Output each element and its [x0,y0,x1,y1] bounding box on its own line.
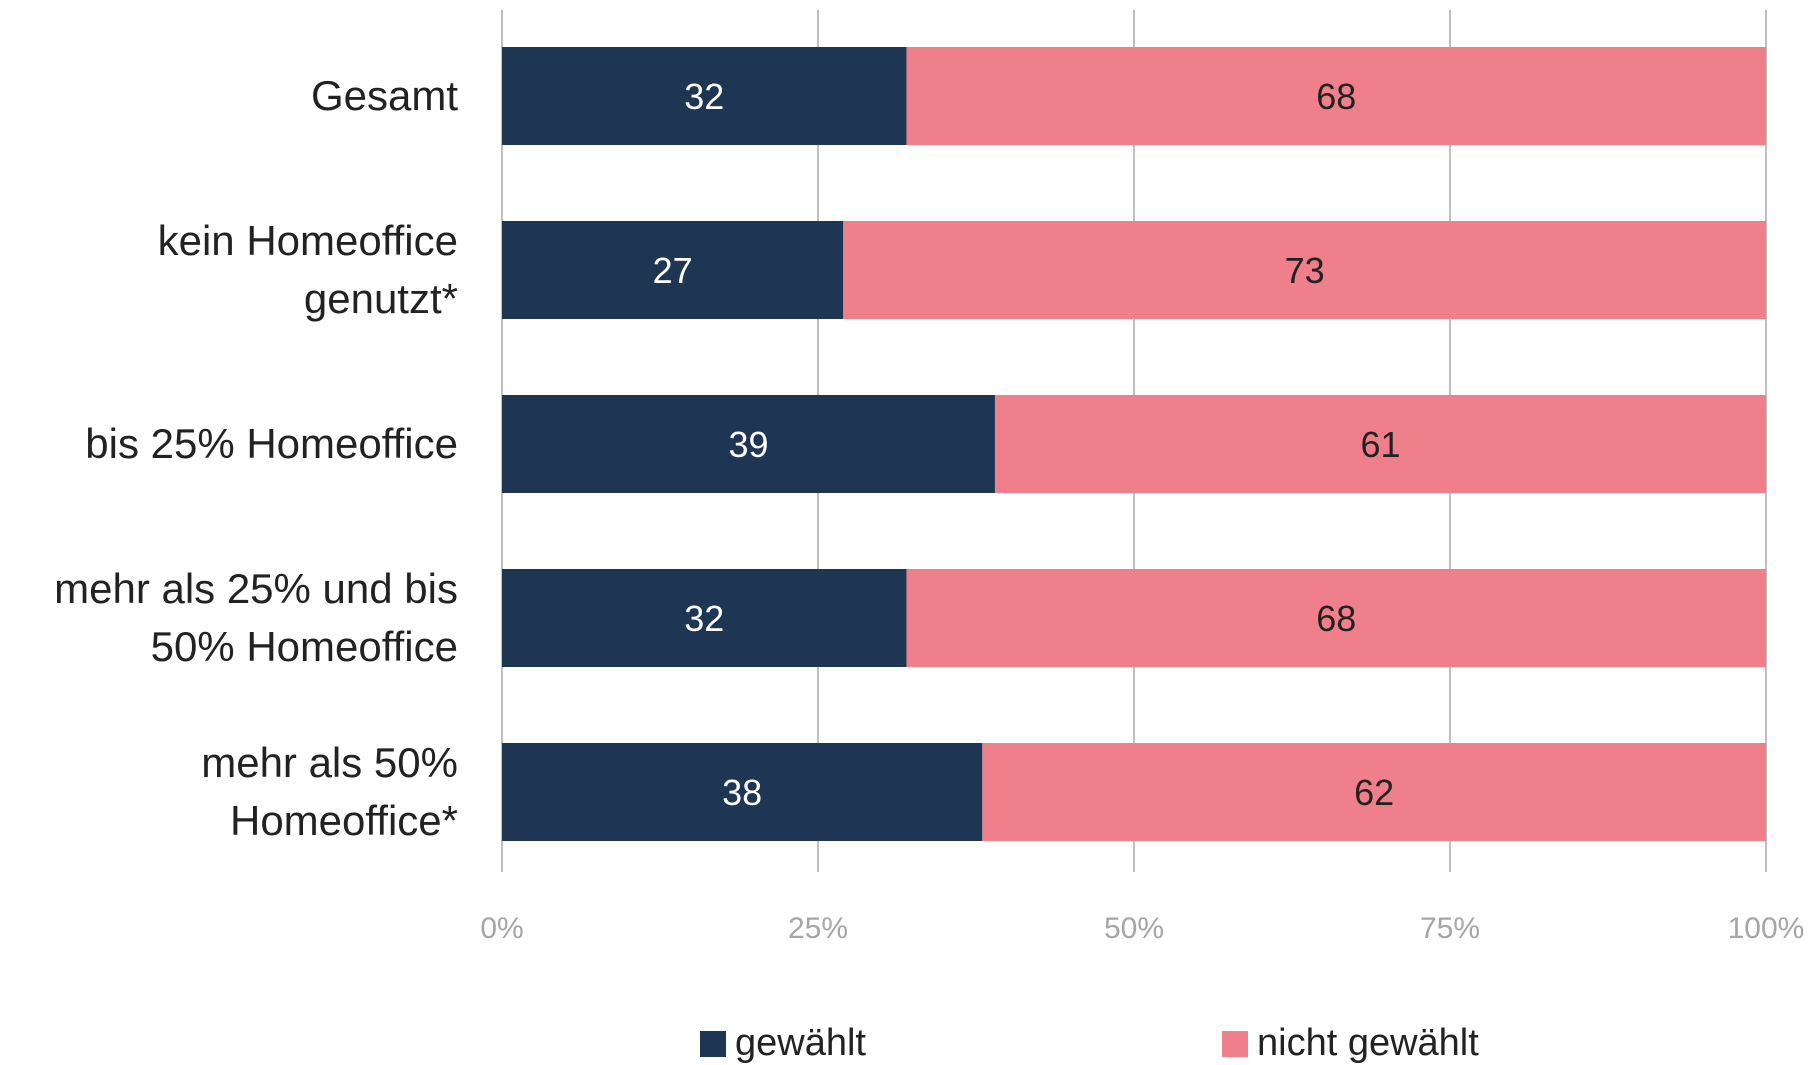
bar-value-label: 32 [684,76,724,117]
category-label: bis 25% Homeoffice [85,420,458,467]
bar-value-label: 27 [653,250,693,291]
bar-segment [502,395,995,493]
category-label-line: bis 25% Homeoffice [85,420,458,467]
category-label-line: Homeoffice* [230,797,458,844]
bar-segment [502,743,983,841]
legend-swatch-nicht-gewaehlt [1222,1030,1248,1057]
bar-segment [843,221,1766,319]
bar-segment [502,221,844,319]
x-tick-label: 50% [1104,912,1164,945]
category-label: kein Homeoffice genutzt* [158,217,458,322]
bar-segment [906,47,1766,145]
bar-segment [502,569,907,667]
bar-value-label: 32 [684,598,724,639]
bar-value-label: 61 [1360,424,1400,465]
x-tick-labels: 0% 25% 50% 75% 100% [480,912,1804,945]
bar-segment [502,47,907,145]
bar-value-label: 68 [1316,598,1356,639]
category-label: mehr als 25% und bis 50% Homeoffice [54,565,458,670]
bar-segment [982,743,1766,841]
x-tick-label: 0% [480,912,523,945]
bar-segment [906,569,1766,667]
legend-label-gewaehlt: gewählt [735,1022,866,1064]
category-label-line: Gesamt [311,72,458,119]
legend-label-nicht-gewaehlt: nicht gewählt [1257,1022,1479,1064]
category-label: mehr als 50% Homeoffice* [201,739,458,844]
x-tick-label: 25% [788,912,848,945]
legend-item-nicht-gewaehlt: nicht gewählt [1222,1022,1479,1065]
category-label: Gesamt [311,72,458,119]
x-tick-label: 75% [1420,912,1480,945]
category-label-line: genutzt* [304,275,458,322]
bars [502,47,1766,841]
bar-value-label: 73 [1285,250,1325,291]
legend-item-gewaehlt: gewählt [700,1022,866,1065]
category-labels: Gesamt kein Homeoffice genutzt* bis 25% Hom… [54,72,458,844]
bar-value-labels: 32 68 27 73 39 61 32 68 38 62 [653,76,1401,813]
category-label-line: mehr als 25% und bis [54,565,458,612]
legend-swatch-gewaehlt [700,1030,726,1057]
bar-value-label: 39 [728,424,768,465]
x-tick-label: 100% [1728,912,1805,945]
bar-value-label: 68 [1316,76,1356,117]
bar-value-label: 62 [1354,772,1394,813]
category-label-line: mehr als 50% [201,739,458,786]
bar-segment [994,395,1766,493]
bar-value-label: 38 [722,772,762,813]
category-label-line: kein Homeoffice [158,217,458,264]
category-label-line: 50% Homeoffice [151,623,458,670]
